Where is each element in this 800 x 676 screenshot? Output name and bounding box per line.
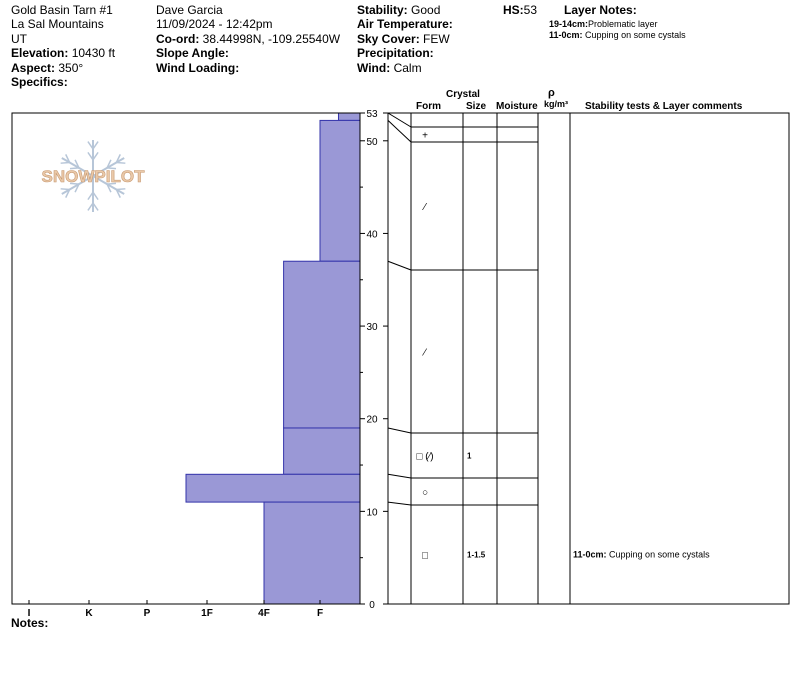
snowflake-branch xyxy=(60,161,70,164)
snowflake-branch xyxy=(106,183,112,193)
elevation: Elevation: 10430 ft xyxy=(11,46,116,60)
notes-label: Notes: xyxy=(11,616,49,630)
state: UT xyxy=(11,32,27,46)
wind: Wind: Calm xyxy=(357,61,422,75)
snowflake-branch xyxy=(92,191,99,201)
snowflake-branch xyxy=(115,189,121,198)
x-tick-label: 4F xyxy=(258,608,270,619)
crystal-form: ⁄ xyxy=(421,202,427,213)
comments-header: Stability tests & Layer comments xyxy=(585,101,743,112)
snowflake-branch xyxy=(106,182,117,185)
observer: Dave Garcia xyxy=(156,3,223,17)
snowflake-arm xyxy=(92,157,125,177)
coordinates: Co-ord: 38.44998N, -109.25540W xyxy=(156,32,341,46)
snowpilot-logo: SNOWPILOT xyxy=(41,140,146,212)
hardness-bar xyxy=(185,473,361,503)
hardness-bar xyxy=(283,427,361,475)
hardness-bar xyxy=(319,119,361,262)
snowflake-arm xyxy=(61,175,94,195)
x-tick-label: K xyxy=(85,608,93,619)
y-tick-label: 40 xyxy=(366,229,378,240)
x-tick-label: F xyxy=(317,608,323,619)
crystal-form: + xyxy=(422,131,428,142)
mountain-range: La Sal Mountains xyxy=(11,17,104,31)
density-unit-header: kg/m³ xyxy=(544,99,569,109)
crystal-form: ⁄ xyxy=(421,348,427,359)
chart-frame xyxy=(11,112,361,605)
snowflake-branch xyxy=(106,167,117,170)
snowflake-branch xyxy=(60,188,70,191)
slope-angle-label: Slope Angle: xyxy=(156,46,229,60)
logo-text: SNOWPILOT xyxy=(42,167,146,186)
snowflake-branch xyxy=(92,141,99,150)
snowflake-arm xyxy=(92,175,125,195)
precipitation-label: Precipitation: xyxy=(357,46,434,60)
aspect: Aspect: 350° xyxy=(11,61,84,75)
hardness-bar xyxy=(337,112,361,121)
size-header: Size xyxy=(466,101,487,112)
snowflake-branch xyxy=(116,161,126,164)
crystal-form: □ (⁄) xyxy=(416,452,433,463)
y-tick-label: 53 xyxy=(366,109,378,120)
snowflake-branch xyxy=(87,141,94,150)
layer-connector xyxy=(387,260,412,271)
y-tick-label: 20 xyxy=(366,415,378,426)
crystal-form: □ xyxy=(422,551,428,562)
site-name: Gold Basin Tarn #1 xyxy=(11,3,113,17)
snowflake-branch xyxy=(87,191,94,201)
density-rho-header: ρ xyxy=(548,87,555,99)
layer-connector xyxy=(387,473,412,479)
crystal-size: 1 xyxy=(467,452,472,461)
snowflake-branch xyxy=(92,202,99,211)
datetime: 11/09/2024 - 12:42pm xyxy=(156,17,273,31)
moisture-header: Moisture xyxy=(496,101,538,112)
air-temperature-label: Air Temperature: xyxy=(357,17,453,31)
snowflake-branch xyxy=(65,154,71,163)
snowflake-branch xyxy=(74,183,80,193)
layer-note-2: 11-0cm: Cupping on some cystals xyxy=(549,30,686,40)
snowflake-branch xyxy=(87,202,94,211)
table-frame xyxy=(387,112,790,605)
stability: Stability: Good xyxy=(357,3,441,17)
layer-comment: 11-0cm: Cupping on some cystals xyxy=(573,550,710,560)
crystal-header: Crystal xyxy=(446,89,480,100)
x-tick-label: I xyxy=(28,608,31,619)
layer-notes-title: Layer Notes: xyxy=(564,3,637,17)
wind-loading-label: Wind Loading: xyxy=(156,61,240,75)
y-tick-label: 0 xyxy=(369,600,375,611)
specifics-label: Specifics: xyxy=(11,75,68,89)
crystal-form: ○ xyxy=(422,488,428,499)
layer-connector xyxy=(387,501,412,506)
hardness-bar xyxy=(263,501,361,605)
snowflake-branch xyxy=(92,151,99,161)
snowflake-branch xyxy=(116,188,126,191)
hardness-bar xyxy=(283,260,361,429)
x-tick-label: 1F xyxy=(201,608,213,619)
snowflake-branch xyxy=(106,159,112,169)
snowflake-branch xyxy=(69,182,80,185)
snowflake-branch xyxy=(69,167,80,170)
y-tick-label: 50 xyxy=(366,137,378,148)
sky-cover: Sky Cover: FEW xyxy=(357,32,450,46)
snowflake-branch xyxy=(87,151,94,161)
y-tick-label: 10 xyxy=(366,507,378,518)
y-tick-label: 30 xyxy=(366,322,378,333)
form-header: Form xyxy=(416,101,441,112)
crystal-size: 1-1.5 xyxy=(467,551,486,560)
hs: HS:53 xyxy=(503,3,538,17)
x-tick-label: P xyxy=(144,608,151,619)
layer-connector xyxy=(387,120,412,143)
layer-note-1: 19-14cm:Problematic layer xyxy=(549,19,658,29)
layer-connector xyxy=(387,112,412,128)
layer-connector xyxy=(387,427,412,434)
snowflake-branch xyxy=(65,189,71,198)
snowflake-arm xyxy=(61,157,94,177)
snowflake-branch xyxy=(115,154,121,163)
snowflake-branch xyxy=(74,159,80,169)
